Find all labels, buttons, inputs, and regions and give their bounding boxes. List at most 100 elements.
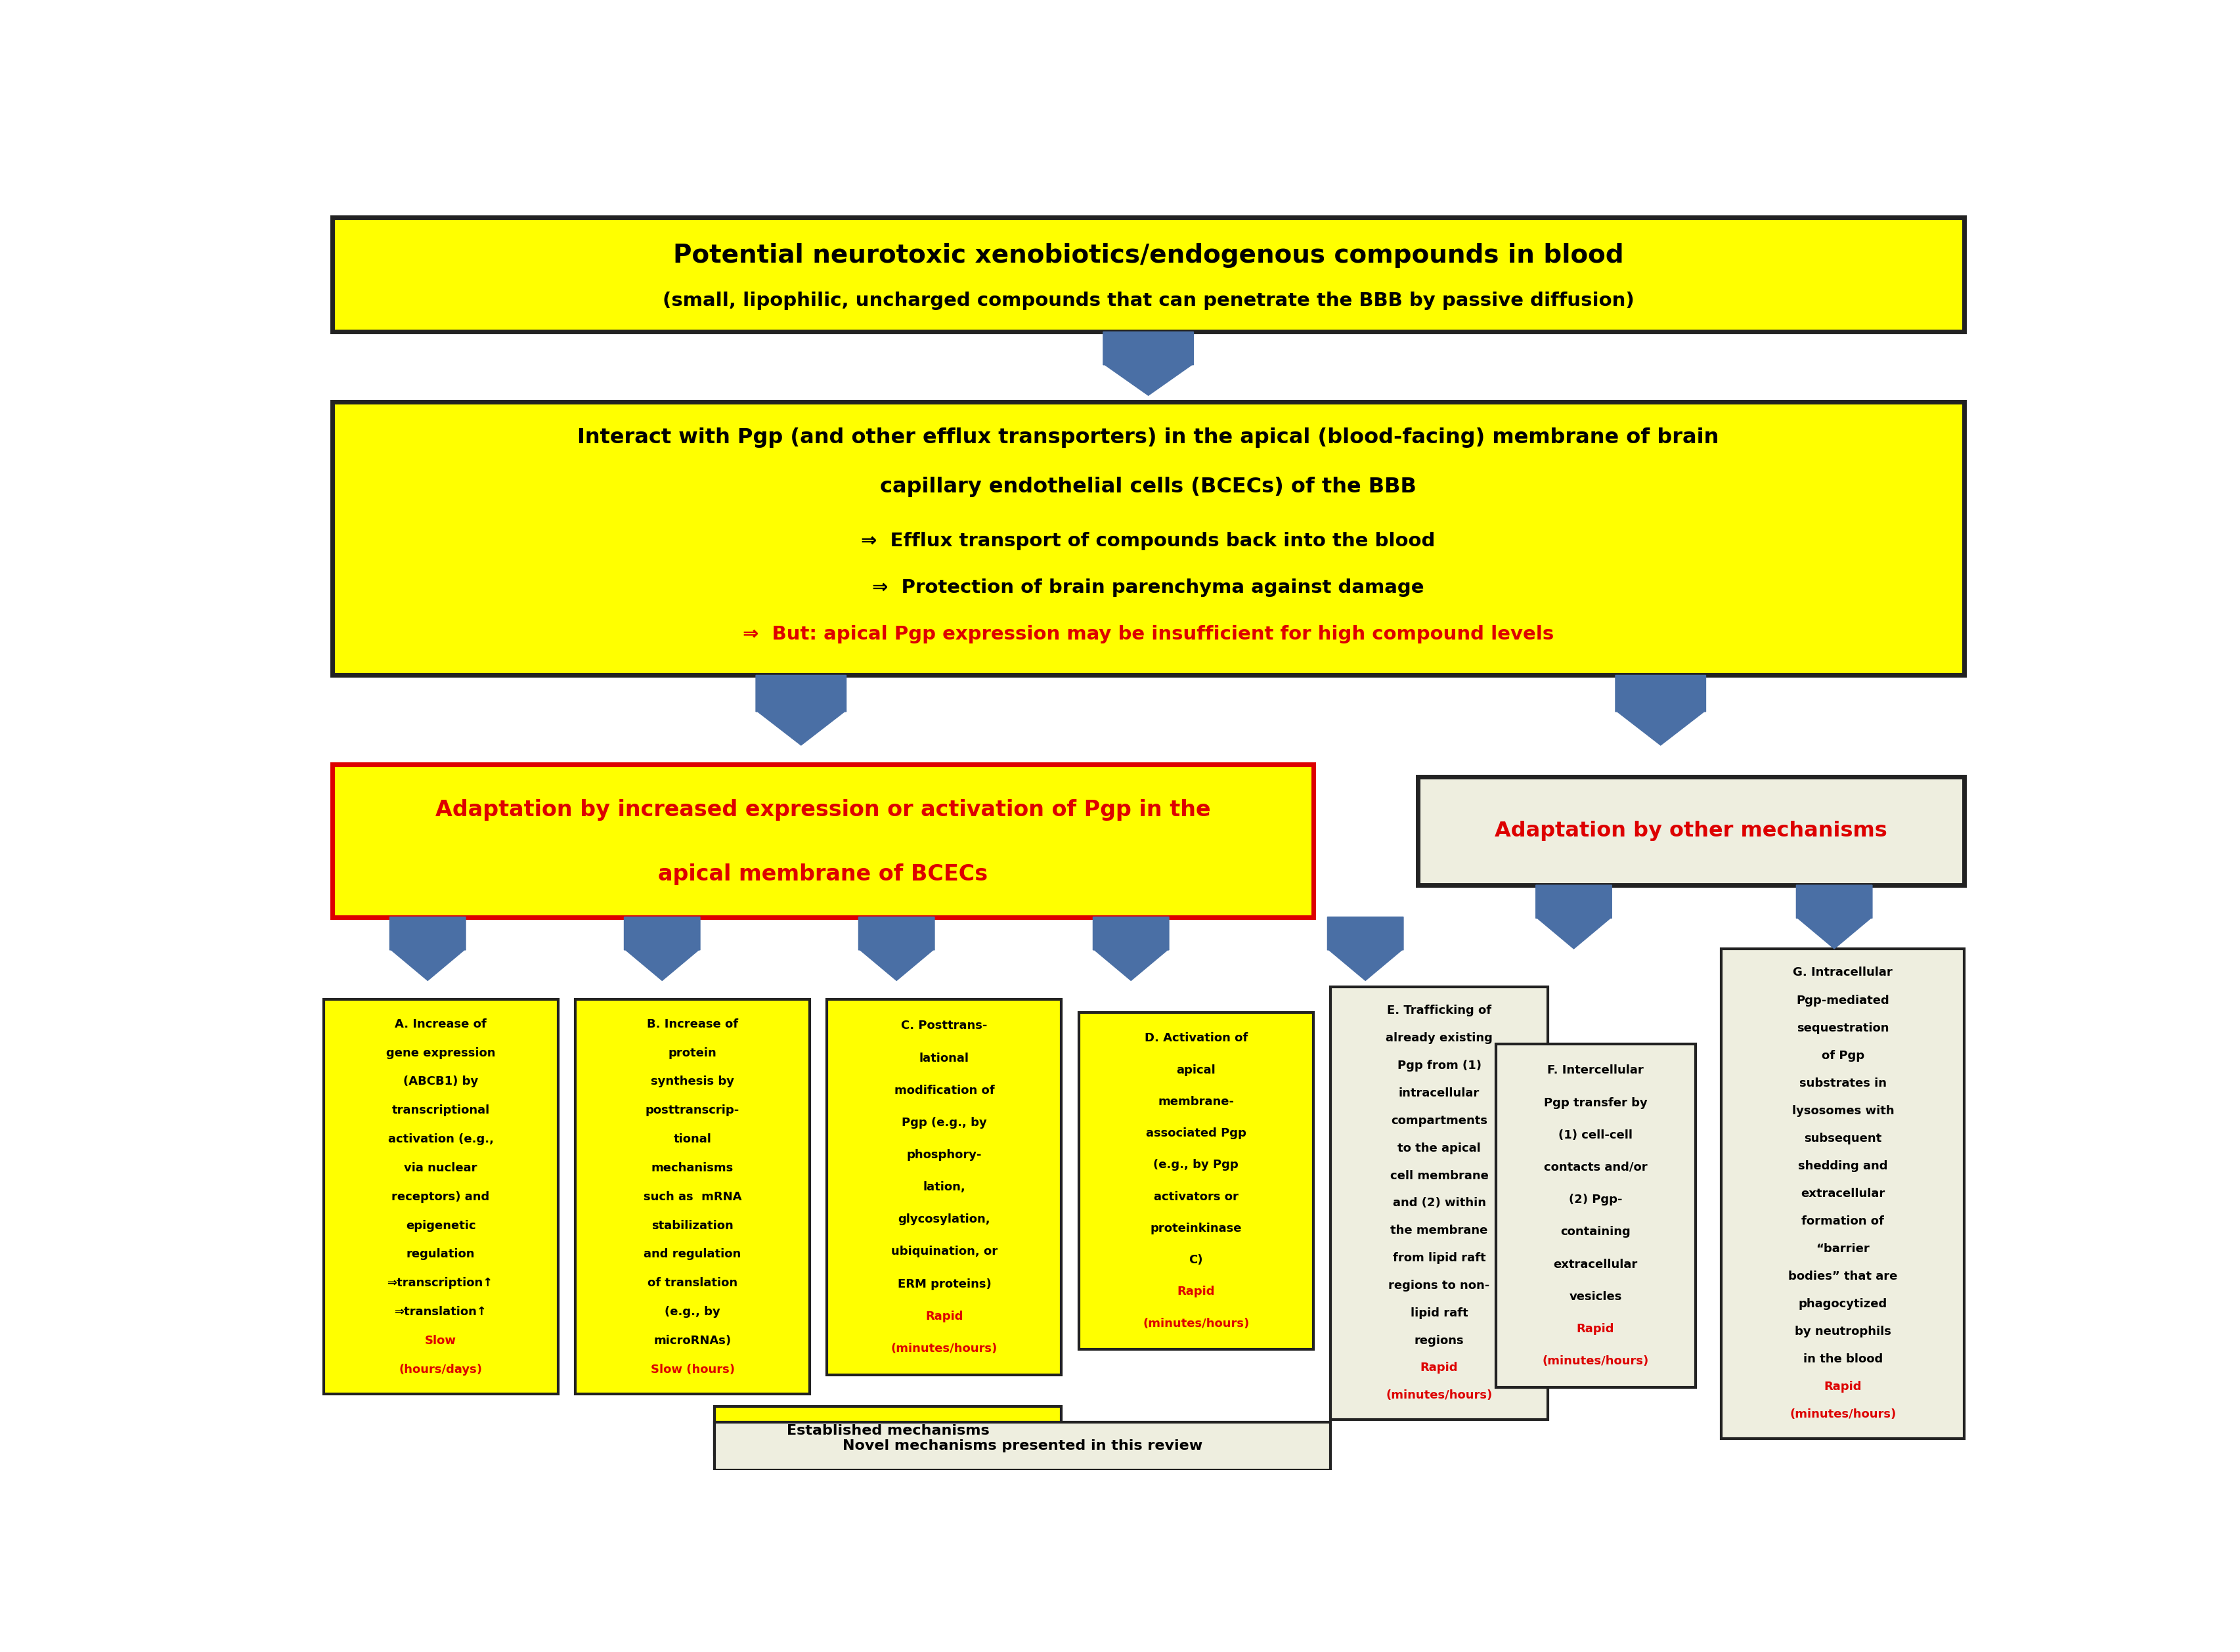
Text: Potential neurotoxic xenobiotics/endogenous compounds in blood: Potential neurotoxic xenobiotics/endogen… <box>672 243 1624 268</box>
Text: synthesis by: synthesis by <box>650 1075 735 1087</box>
FancyBboxPatch shape <box>715 1422 1331 1470</box>
Text: ⇒  Efflux transport of compounds back into the blood: ⇒ Efflux transport of compounds back int… <box>860 532 1436 550</box>
Text: F. Intercellular: F. Intercellular <box>1548 1064 1644 1077</box>
Text: apical: apical <box>1176 1064 1216 1075</box>
Text: (minutes/hours): (minutes/hours) <box>1790 1409 1895 1421</box>
Text: regions: regions <box>1413 1335 1463 1346</box>
Text: containing: containing <box>1559 1226 1631 1237</box>
Polygon shape <box>1615 676 1705 745</box>
Text: (1) cell-cell: (1) cell-cell <box>1559 1130 1633 1142</box>
Text: extracellular: extracellular <box>1552 1259 1637 1270</box>
Text: (minutes/hours): (minutes/hours) <box>1142 1318 1250 1330</box>
Text: via nuclear: via nuclear <box>403 1161 477 1175</box>
Text: regions to non-: regions to non- <box>1389 1280 1490 1292</box>
Text: from lipid raft: from lipid raft <box>1393 1252 1485 1264</box>
Text: (hours/days): (hours/days) <box>399 1363 482 1376</box>
Text: ⇒transcription↑: ⇒transcription↑ <box>388 1277 493 1289</box>
FancyBboxPatch shape <box>323 999 558 1394</box>
Text: A. Increase of: A. Increase of <box>394 1018 486 1031</box>
Polygon shape <box>625 917 699 981</box>
Text: activators or: activators or <box>1154 1191 1239 1203</box>
Text: phosphory-: phosphory- <box>907 1150 981 1161</box>
Text: (2) Pgp-: (2) Pgp- <box>1568 1194 1622 1206</box>
Text: compartments: compartments <box>1391 1115 1487 1127</box>
Text: shedding and: shedding and <box>1796 1160 1888 1171</box>
FancyBboxPatch shape <box>332 218 1964 332</box>
Text: C. Posttrans-: C. Posttrans- <box>900 1019 988 1032</box>
Text: ⇒  But: apical Pgp expression may be insufficient for high compound levels: ⇒ But: apical Pgp expression may be insu… <box>741 624 1555 643</box>
Text: (small, lipophilic, uncharged compounds that can penetrate the BBB by passive di: (small, lipophilic, uncharged compounds … <box>663 292 1633 311</box>
Text: extracellular: extracellular <box>1801 1188 1884 1199</box>
Text: protein: protein <box>668 1047 717 1059</box>
Text: (e.g., by: (e.g., by <box>665 1307 719 1318</box>
Text: phagocytized: phagocytized <box>1799 1298 1886 1310</box>
FancyBboxPatch shape <box>332 401 1964 676</box>
Text: cell membrane: cell membrane <box>1389 1170 1487 1181</box>
Polygon shape <box>755 676 847 745</box>
FancyBboxPatch shape <box>715 1408 1062 1455</box>
Text: by neutrophils: by neutrophils <box>1794 1327 1891 1338</box>
Text: Novel mechanisms presented in this review: Novel mechanisms presented in this revie… <box>842 1439 1203 1452</box>
Text: transcriptional: transcriptional <box>392 1105 491 1117</box>
Text: Pgp (e.g., by: Pgp (e.g., by <box>900 1117 986 1128</box>
Text: such as  mRNA: such as mRNA <box>643 1191 741 1203</box>
FancyBboxPatch shape <box>1496 1044 1696 1388</box>
Text: Rapid: Rapid <box>1420 1363 1458 1374</box>
Text: Pgp transfer by: Pgp transfer by <box>1543 1097 1646 1108</box>
Text: Slow (hours): Slow (hours) <box>650 1363 735 1376</box>
Text: (e.g., by Pgp: (e.g., by Pgp <box>1154 1160 1239 1171</box>
Text: “barrier: “barrier <box>1817 1242 1868 1256</box>
Text: mechanisms: mechanisms <box>652 1161 732 1175</box>
Text: contacts and/or: contacts and/or <box>1543 1161 1646 1173</box>
Text: tional: tional <box>674 1133 712 1145</box>
Text: vesicles: vesicles <box>1568 1290 1622 1302</box>
Text: formation of: formation of <box>1801 1216 1884 1227</box>
Polygon shape <box>1534 885 1611 948</box>
Text: E. Trafficking of: E. Trafficking of <box>1387 1004 1492 1016</box>
Text: the membrane: the membrane <box>1391 1224 1487 1237</box>
Text: sequestration: sequestration <box>1796 1023 1888 1034</box>
Text: substrates in: substrates in <box>1799 1077 1886 1089</box>
Text: intracellular: intracellular <box>1398 1087 1478 1099</box>
Text: (minutes/hours): (minutes/hours) <box>1541 1355 1649 1368</box>
Text: posttranscrip-: posttranscrip- <box>645 1105 739 1117</box>
Text: ⇒translation↑: ⇒translation↑ <box>394 1307 486 1318</box>
Text: epigenetic: epigenetic <box>405 1219 475 1231</box>
FancyBboxPatch shape <box>332 765 1313 917</box>
Text: associated Pgp: associated Pgp <box>1145 1127 1245 1140</box>
Text: Interact with Pgp (and other efflux transporters) in the apical (blood-facing) m: Interact with Pgp (and other efflux tran… <box>578 428 1718 448</box>
Text: Pgp-mediated: Pgp-mediated <box>1796 995 1888 1006</box>
Text: receptors) and: receptors) and <box>392 1191 491 1203</box>
Text: and regulation: and regulation <box>643 1249 741 1260</box>
FancyBboxPatch shape <box>1418 776 1964 885</box>
Text: C): C) <box>1189 1254 1203 1265</box>
Text: membrane-: membrane- <box>1158 1095 1234 1107</box>
Text: already existing: already existing <box>1384 1032 1492 1044</box>
Polygon shape <box>1796 885 1873 948</box>
Polygon shape <box>858 917 934 981</box>
Text: ubiquination, or: ubiquination, or <box>892 1246 997 1257</box>
Text: Rapid: Rapid <box>1176 1285 1214 1298</box>
Text: and (2) within: and (2) within <box>1393 1198 1485 1209</box>
Text: ⇒  Protection of brain parenchyma against damage: ⇒ Protection of brain parenchyma against… <box>871 578 1425 596</box>
Text: G. Intracellular: G. Intracellular <box>1792 966 1893 978</box>
Text: gene expression: gene expression <box>385 1047 495 1059</box>
Polygon shape <box>1102 332 1194 395</box>
Text: to the apical: to the apical <box>1398 1142 1481 1155</box>
Text: microRNAs): microRNAs) <box>654 1335 730 1346</box>
FancyBboxPatch shape <box>1720 948 1964 1439</box>
Text: bodies” that are: bodies” that are <box>1788 1270 1897 1282</box>
Text: (minutes/hours): (minutes/hours) <box>1387 1389 1492 1401</box>
Text: Pgp from (1): Pgp from (1) <box>1398 1061 1481 1072</box>
FancyBboxPatch shape <box>827 999 1062 1374</box>
Text: activation (e.g.,: activation (e.g., <box>388 1133 493 1145</box>
Text: Rapid: Rapid <box>1577 1323 1613 1335</box>
Text: subsequent: subsequent <box>1803 1133 1882 1145</box>
Text: Adaptation by increased expression or activation of Pgp in the: Adaptation by increased expression or ac… <box>435 800 1210 821</box>
Text: lational: lational <box>918 1052 970 1064</box>
FancyBboxPatch shape <box>576 999 809 1394</box>
Polygon shape <box>390 917 466 981</box>
Text: glycosylation,: glycosylation, <box>898 1214 990 1226</box>
Text: lipid raft: lipid raft <box>1409 1307 1467 1318</box>
Text: in the blood: in the blood <box>1803 1353 1882 1365</box>
